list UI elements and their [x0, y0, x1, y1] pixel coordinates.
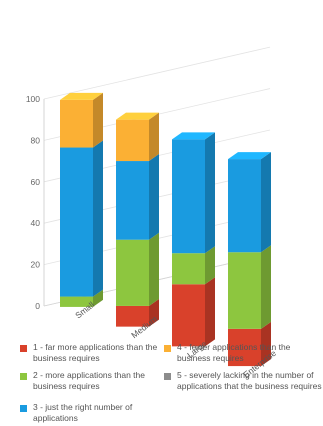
bar-side-large-series-1 [205, 277, 215, 347]
bar-enterprise-series-1 [228, 328, 261, 367]
bar-side-enterprise-series-2 [261, 245, 271, 329]
bar-side-medium-series-2 [149, 232, 159, 306]
bar-side-small-series-3 [93, 140, 103, 297]
bar-top-medium [116, 112, 159, 120]
y-tick-label: 100 [26, 94, 40, 104]
bar-side-medium-series-4 [149, 112, 159, 162]
bar-large-series-1 [172, 284, 205, 347]
bar-enterprise-series-3 [228, 159, 261, 253]
bar-small-series-2 [60, 296, 93, 307]
bar-small-series-4 [60, 99, 93, 148]
bar-side-medium-series-1 [149, 298, 159, 327]
bar-large-series-2 [172, 253, 205, 285]
bar-medium-series-3 [116, 161, 149, 240]
bar-medium-series-2 [116, 239, 149, 306]
y-tick-label: 0 [35, 301, 40, 311]
bar-side-enterprise-series-3 [261, 152, 271, 253]
bar-medium-series-4 [116, 119, 149, 162]
y-tick-label: 40 [31, 218, 41, 228]
y-tick-label: 20 [31, 260, 41, 270]
bar-small-series-3 [60, 147, 93, 297]
bar-side-enterprise-series-1 [261, 321, 271, 367]
bar-side-medium-series-3 [149, 154, 159, 240]
bar-top-enterprise [228, 152, 271, 160]
bar-large-series-3 [172, 139, 205, 254]
bar-medium-series-1 [116, 305, 149, 327]
bar-side-small-series-4 [93, 92, 103, 148]
y-tick-label: 80 [31, 135, 41, 145]
bar-side-small-series-2 [93, 289, 103, 307]
y-tick-label: 60 [31, 177, 41, 187]
bar-enterprise-series-2 [228, 252, 261, 329]
bar-side-large-series-2 [205, 246, 215, 285]
gridline [43, 46, 271, 100]
bar-side-large-series-3 [205, 132, 215, 254]
bar-top-large [172, 132, 215, 140]
bar-top-small [60, 92, 103, 100]
